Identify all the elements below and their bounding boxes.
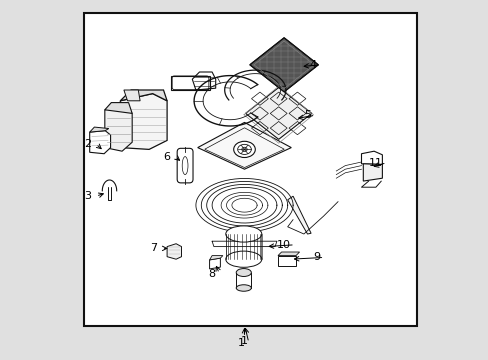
Polygon shape — [89, 131, 110, 154]
Polygon shape — [104, 103, 132, 113]
Polygon shape — [104, 106, 132, 151]
Text: 1: 1 — [241, 336, 247, 346]
Ellipse shape — [233, 141, 255, 158]
Polygon shape — [245, 87, 311, 139]
Polygon shape — [287, 196, 310, 234]
Ellipse shape — [236, 269, 251, 276]
Ellipse shape — [182, 157, 187, 175]
Ellipse shape — [225, 251, 261, 267]
Polygon shape — [249, 38, 318, 92]
Bar — [84, 13, 416, 326]
Text: 11: 11 — [367, 158, 382, 168]
Polygon shape — [120, 90, 167, 101]
Text: 6: 6 — [163, 152, 170, 162]
Polygon shape — [120, 94, 167, 149]
Polygon shape — [277, 256, 295, 266]
Polygon shape — [89, 127, 108, 132]
Text: 5: 5 — [304, 110, 310, 120]
Text: 1: 1 — [237, 338, 244, 348]
Text: 7: 7 — [150, 243, 157, 253]
FancyBboxPatch shape — [177, 148, 193, 183]
Polygon shape — [123, 90, 140, 101]
Ellipse shape — [241, 147, 247, 152]
Text: 9: 9 — [312, 252, 320, 262]
Polygon shape — [361, 151, 382, 165]
Ellipse shape — [225, 226, 261, 242]
Ellipse shape — [237, 144, 251, 154]
Text: 10: 10 — [276, 240, 290, 250]
Text: 2: 2 — [84, 139, 91, 149]
Polygon shape — [167, 244, 181, 259]
Polygon shape — [363, 164, 382, 181]
Ellipse shape — [236, 285, 251, 291]
Text: 4: 4 — [309, 60, 316, 70]
Text: 8: 8 — [207, 269, 215, 279]
Polygon shape — [197, 122, 291, 169]
Polygon shape — [209, 258, 220, 269]
Polygon shape — [277, 252, 299, 256]
Polygon shape — [209, 256, 223, 260]
Text: 3: 3 — [84, 191, 91, 201]
